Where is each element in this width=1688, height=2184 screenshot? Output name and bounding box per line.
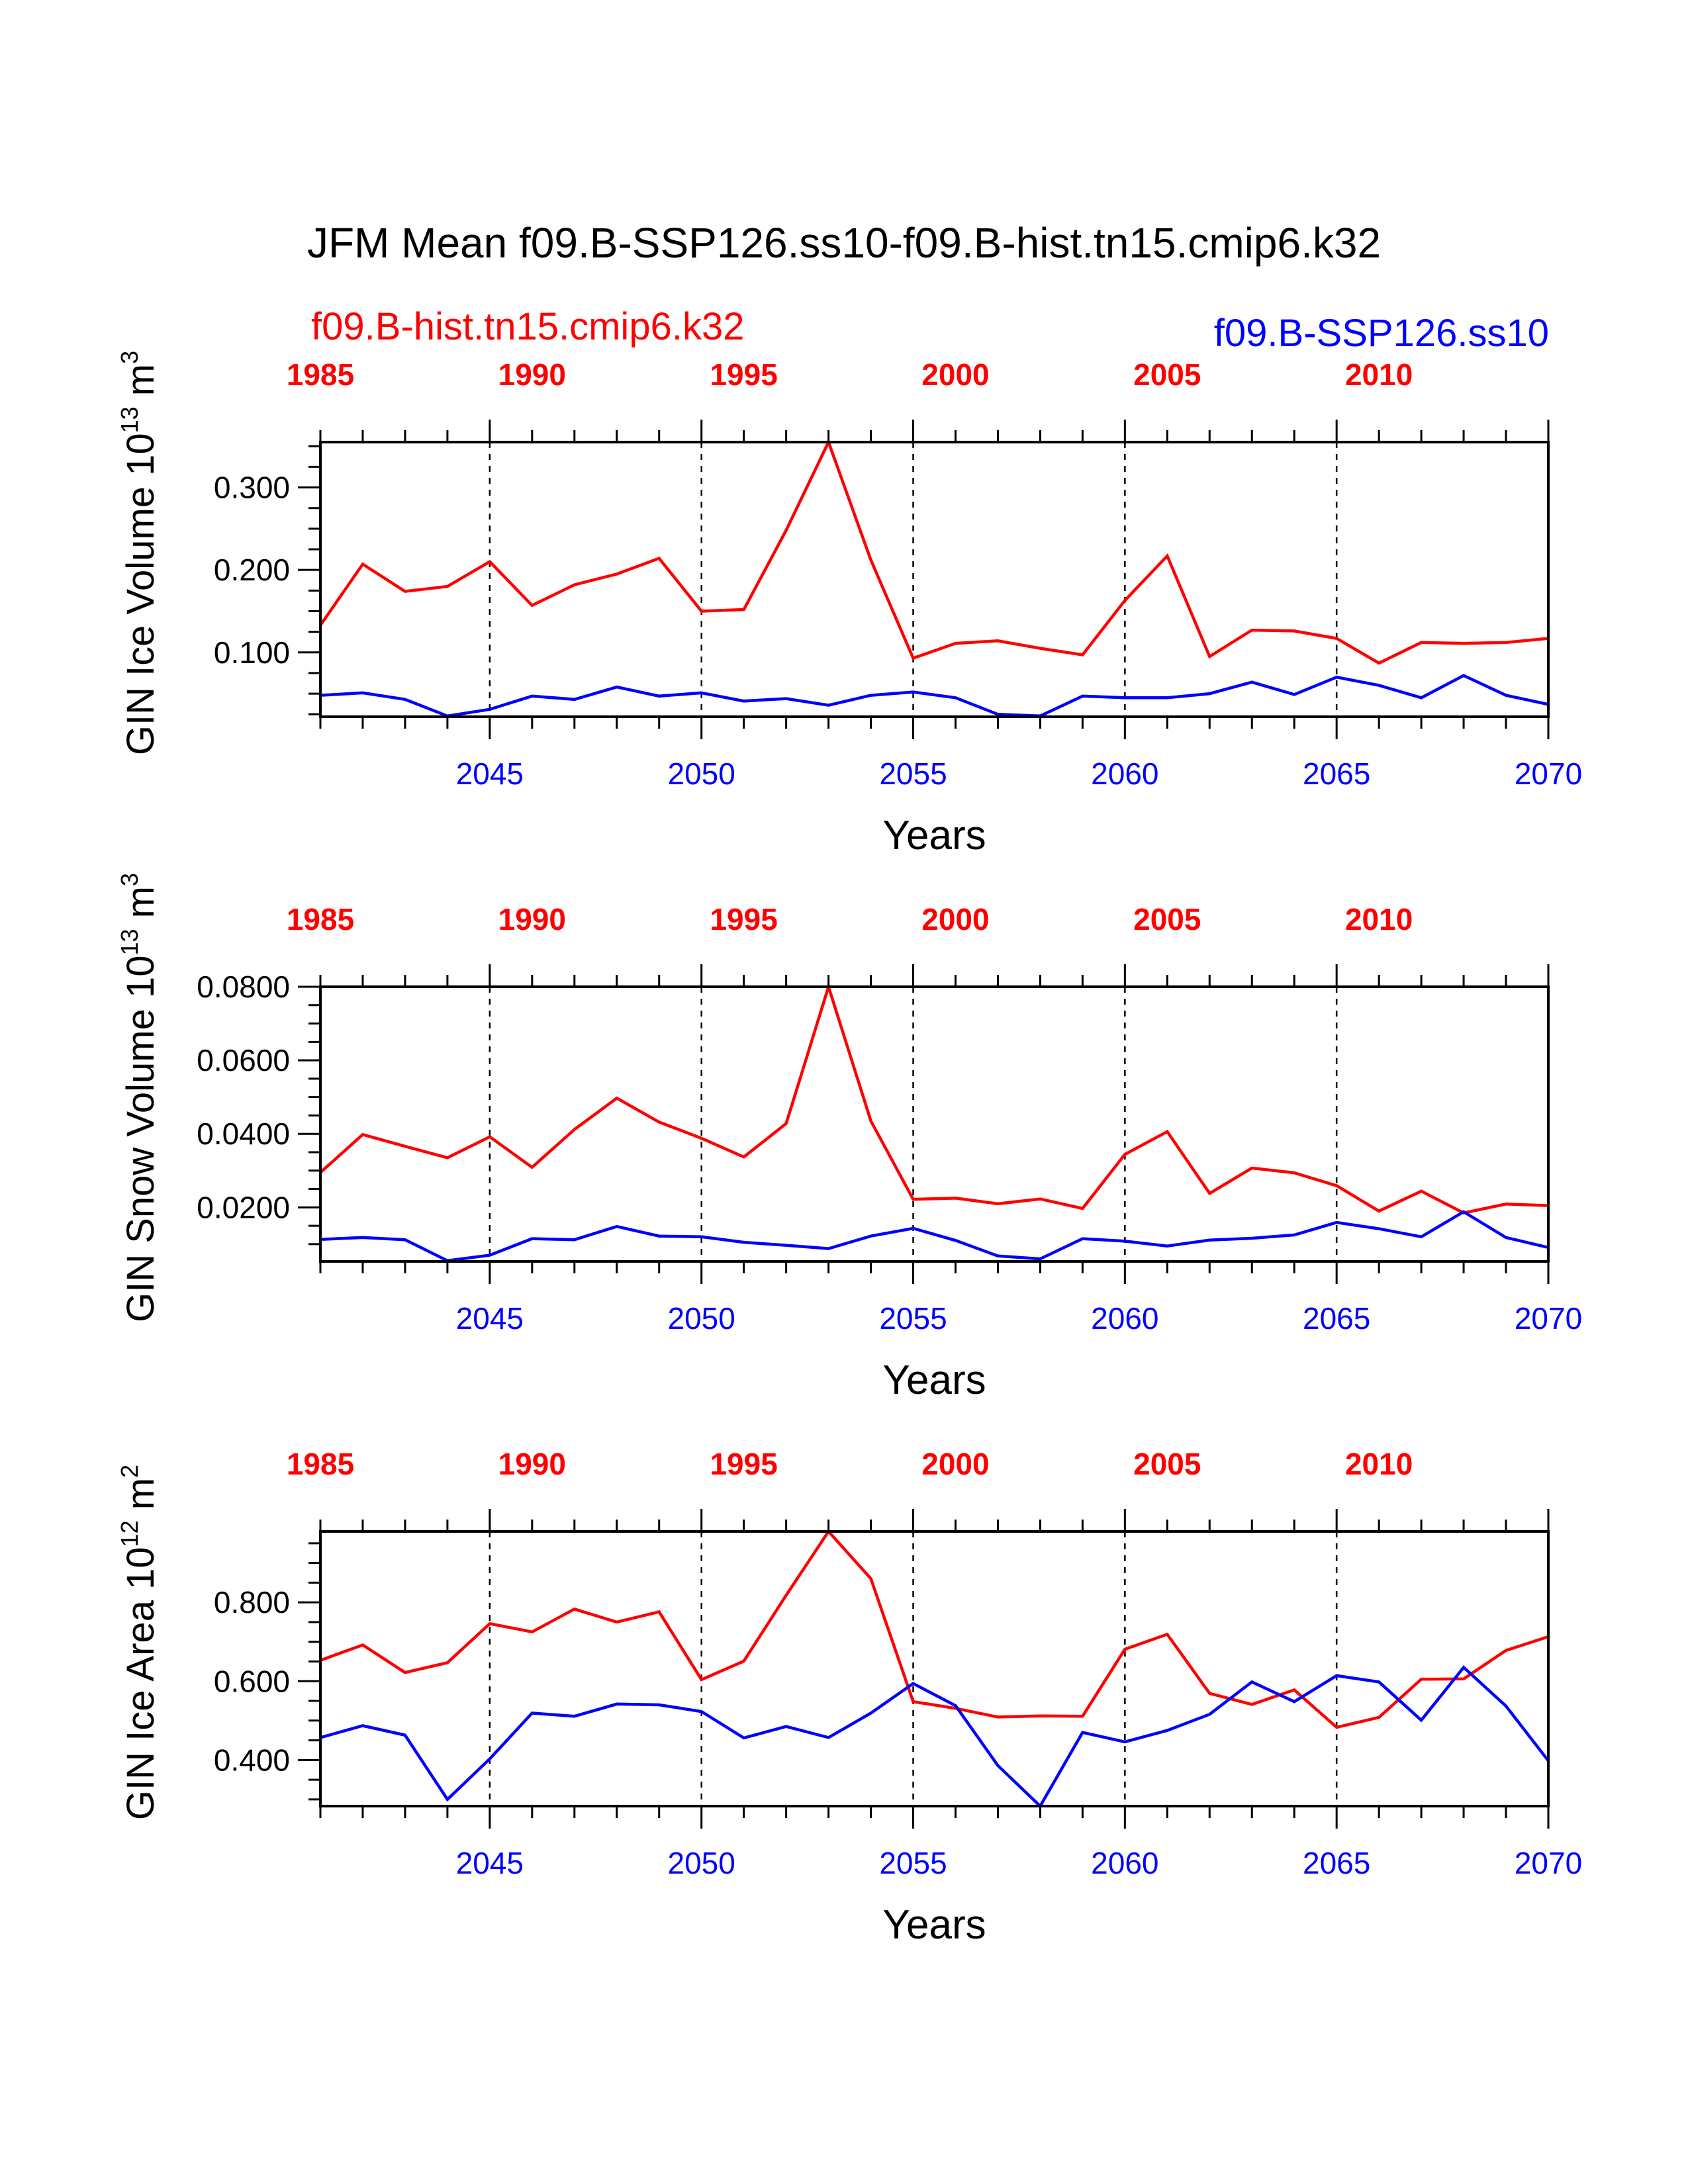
x-top-tick-label-2010: 2010 [1345, 1447, 1413, 1481]
y-tick-label-0.100: 0.100 [214, 635, 290, 670]
x-tick-label-2060: 2060 [1091, 756, 1158, 791]
x-top-tick-label-2005: 2005 [1133, 357, 1201, 392]
x-top-tick-label-1990: 1990 [498, 902, 566, 936]
y-tick-label-0.0200: 0.0200 [197, 1190, 290, 1224]
x-tick-label-2045: 2045 [456, 1301, 524, 1336]
x-top-tick-label-1990: 1990 [498, 357, 566, 392]
series-line-hist [320, 1529, 1549, 1729]
x-tick-label-2050: 2050 [668, 756, 735, 791]
x-top-tick-label-2000: 2000 [921, 1447, 989, 1481]
y-tick-label-0.0600: 0.0600 [197, 1043, 290, 1077]
x-tick-label-2055: 2055 [879, 1846, 947, 1880]
y-tick-label-0.600: 0.600 [214, 1664, 290, 1698]
x-top-tick-label-2005: 2005 [1133, 1447, 1201, 1481]
y-tick-label-0.300: 0.300 [214, 471, 290, 505]
x-top-tick-label-2000: 2000 [921, 357, 989, 392]
x-tick-label-2065: 2065 [1303, 1846, 1370, 1880]
x-top-tick-label-2005: 2005 [1133, 902, 1201, 936]
x-top-tick-label-1985: 1985 [287, 902, 354, 936]
plot-frame [319, 985, 1550, 1263]
x-tick-label-2065: 2065 [1303, 756, 1370, 791]
x-top-tick-label-1995: 1995 [710, 902, 777, 936]
x-top-tick-label-1995: 1995 [710, 357, 777, 392]
x-tick-label-2065: 2065 [1303, 1301, 1370, 1336]
panel-2: 2045 2050 2055 2060 2065 2070 1985 1990 1995 2000… [116, 873, 1582, 1403]
x-tick-label-2055: 2055 [879, 1301, 947, 1336]
x-tick-label-2070: 2070 [1515, 756, 1582, 791]
y-tick-label-0.800: 0.800 [214, 1585, 290, 1619]
x-tick-label-2055: 2055 [879, 756, 947, 791]
series-line-ssp [320, 1665, 1550, 1809]
y-tick-label-0.0800: 0.0800 [197, 970, 290, 1004]
legend-ssp-label: f09.B-SSP126.ss10 [1213, 312, 1549, 355]
x-axis-label: Years [882, 1902, 986, 1948]
x-tick-label-2070: 2070 [1515, 1846, 1582, 1880]
x-top-tick-label-2010: 2010 [1345, 902, 1413, 936]
plot-frame [319, 1530, 1550, 1807]
series-line-hist [319, 438, 1549, 665]
plot-frame [319, 441, 1550, 718]
x-tick-label-2050: 2050 [668, 1846, 735, 1880]
series-line-ssp [320, 674, 1549, 718]
y-axis-label: GIN Ice Area 1012 m2 [116, 1465, 162, 1820]
x-tick-label-2045: 2045 [456, 1846, 524, 1880]
series-line-ssp [320, 1210, 1549, 1263]
chart-title: JFM Mean f09.B-SSP126.ss10-f09.B-hist.tn… [306, 219, 1382, 267]
x-tick-label-2045: 2045 [456, 756, 524, 791]
x-top-tick-label-2000: 2000 [921, 902, 989, 936]
x-axis-label: Years [882, 1357, 986, 1403]
panel-3: 2045 2050 2055 2060 2065 2070 1985 1990 1995 2000… [116, 1447, 1582, 1948]
y-axis-label: GIN Snow Volume 1013 m3 [116, 873, 162, 1322]
y-tick-label-0.400: 0.400 [214, 1743, 290, 1777]
panel-1: 2045 2050 2055 2060 2065 2070 1985 1990 1995 2000… [116, 351, 1582, 858]
y-tick-label-0.0400: 0.0400 [197, 1116, 290, 1151]
x-tick-label-2060: 2060 [1091, 1846, 1158, 1880]
x-axis-label: Years [882, 813, 986, 858]
x-tick-label-2070: 2070 [1515, 1301, 1582, 1336]
y-tick-label-0.200: 0.200 [214, 553, 290, 587]
x-tick-label-2060: 2060 [1091, 1301, 1158, 1336]
x-top-tick-label-1995: 1995 [710, 1447, 777, 1481]
y-axis-label: GIN Ice Volume 1013 m3 [116, 351, 162, 755]
x-top-tick-label-1985: 1985 [287, 1447, 354, 1481]
x-tick-label-2050: 2050 [668, 1301, 735, 1336]
x-top-tick-label-2010: 2010 [1345, 357, 1413, 392]
legend-hist-label: f09.B-hist.tn15.cmip6.k32 [311, 305, 745, 348]
x-top-tick-label-1985: 1985 [287, 357, 354, 392]
series-line-hist [319, 981, 1549, 1215]
x-top-tick-label-1990: 1990 [498, 1447, 566, 1481]
